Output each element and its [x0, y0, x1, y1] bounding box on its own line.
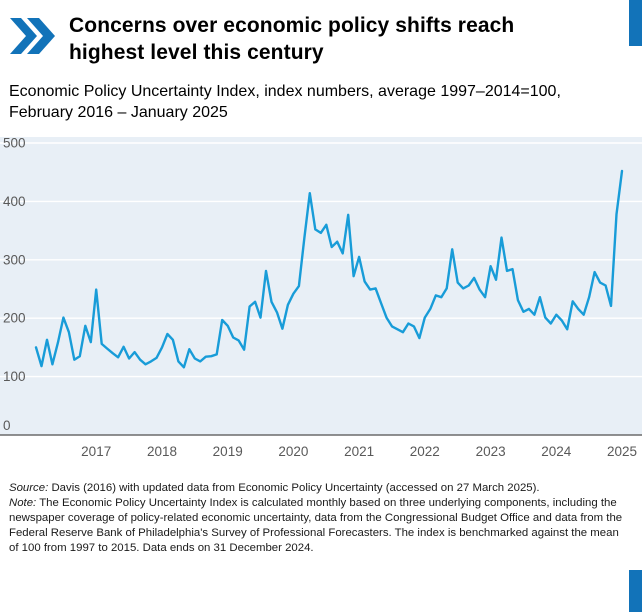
bottom-right-accent-bar — [629, 570, 642, 612]
source-text: Davis (2016) with updated data from Econ… — [51, 481, 540, 494]
note-label: Note: — [9, 497, 37, 510]
svg-text:2022: 2022 — [410, 444, 440, 459]
svg-text:2017: 2017 — [81, 444, 111, 459]
svg-text:2023: 2023 — [476, 444, 506, 459]
svg-text:2025: 2025 — [607, 444, 637, 459]
svg-text:400: 400 — [3, 194, 26, 209]
top-right-accent-bar — [629, 0, 642, 46]
svg-text:2024: 2024 — [541, 444, 572, 459]
note-text: The Economic Policy Uncertainty Index is… — [9, 497, 623, 555]
epu-line-chart: 0 100 200 300 400 500 2017 2018 2019 2020 2021 2022… — [0, 135, 642, 459]
note-line: Note: The Economic Policy Uncertainty In… — [9, 496, 624, 556]
svg-text:2018: 2018 — [147, 444, 177, 459]
header: Concerns over economic policy shifts rea… — [0, 0, 642, 67]
source-line: Source: Davis (2016) with updated data f… — [9, 481, 624, 496]
svg-text:100: 100 — [3, 369, 26, 384]
svg-text:200: 200 — [3, 311, 26, 326]
svg-text:2020: 2020 — [278, 444, 308, 459]
svg-text:0: 0 — [3, 418, 11, 433]
source-label: Source: — [9, 481, 49, 494]
svg-text:500: 500 — [3, 135, 26, 150]
svg-text:300: 300 — [3, 252, 26, 267]
footnotes: Source: Davis (2016) with updated data f… — [9, 481, 624, 556]
double-chevron-icon — [10, 16, 56, 61]
chart-title: Concerns over economic policy shifts rea… — [69, 14, 515, 64]
chart-subtitle: Economic Policy Uncertainty Index, index… — [9, 82, 561, 121]
svg-text:2019: 2019 — [213, 444, 243, 459]
svg-text:2021: 2021 — [344, 444, 374, 459]
